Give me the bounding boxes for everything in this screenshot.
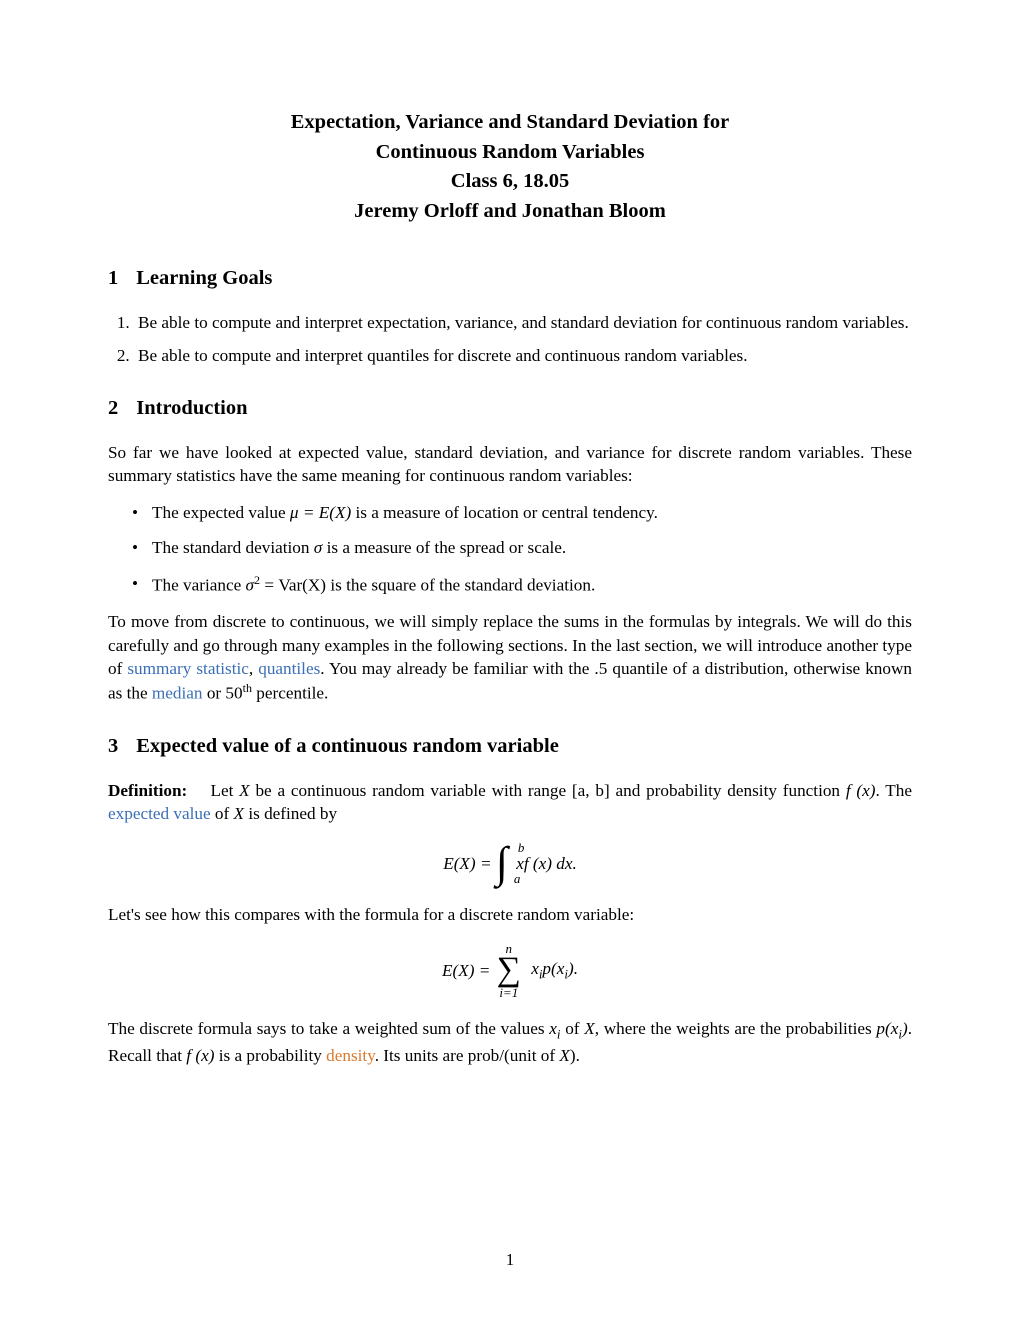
title-line-4: Jeremy Orloff and Jonathan Bloom (108, 197, 912, 227)
bullet-2: The standard deviation σ is a measure of… (152, 536, 912, 559)
final-pxi: p(x (876, 1019, 898, 1038)
eq-lhs-ex2: E(X) = (442, 959, 490, 982)
definition-para: Definition: Let X be a continuous random… (108, 779, 912, 825)
title-line-1: Expectation, Variance and Standard Devia… (108, 108, 912, 138)
defn-X1: X (239, 781, 250, 800)
section-2-number: 2 (108, 395, 118, 423)
summation-equation: E(X) = n ∑ i=1 xip(xi). (108, 942, 912, 999)
summand-x: x (531, 959, 539, 978)
section-2-heading: 2 Introduction (108, 395, 912, 423)
bullet-2-math: σ (314, 538, 322, 557)
defn-d: . The (876, 781, 913, 800)
intro-bullets: The expected value μ = E(X) is a measure… (108, 501, 912, 596)
section-3-name: Expected value of a continuous random va… (136, 735, 559, 757)
sum-lower: i=1 (497, 986, 521, 999)
defn-e: of (211, 804, 234, 823)
defn-fx: f (x) (846, 781, 876, 800)
section-2-name: Introduction (136, 397, 247, 419)
page-number: 1 (0, 1249, 1020, 1272)
intro-p2-e: percentile. (252, 684, 328, 703)
final-g: ). (570, 1046, 580, 1065)
bullet-3-vareq: = Var(X) (260, 575, 326, 594)
final-c: , where the weights are the probabilitie… (595, 1019, 877, 1038)
title-line-2: Continuous Random Variables (108, 138, 912, 168)
bullet-3-text-a: The variance (152, 575, 246, 594)
goal-1: Be able to compute and interpret expecta… (134, 311, 912, 334)
defn-X2: X (234, 804, 245, 823)
intro-p2-th: th (243, 681, 252, 695)
integral-symbol: ∫ b a (496, 841, 508, 885)
summand-end: ). (568, 959, 578, 978)
page-container: Expectation, Variance and Standard Devia… (0, 0, 1020, 1320)
defn-c: and probability density function (610, 781, 846, 800)
compare-para: Let's see how this compares with the for… (108, 903, 912, 926)
link-quantiles[interactable]: quantiles (258, 659, 320, 678)
integral-sign-glyph: ∫ (496, 841, 508, 885)
goal-2: Be able to compute and interpret quantil… (134, 344, 912, 367)
bullet-2-text-b: is a measure of the spread or scale. (322, 538, 566, 557)
integral-lower: a (514, 870, 521, 888)
final-e: is a probability (214, 1046, 326, 1065)
bullet-1-text-a: The expected value (152, 503, 290, 522)
bullet-1-text-b: is a measure of location or central tend… (351, 503, 658, 522)
final-para: The discrete formula says to take a weig… (108, 1017, 912, 1067)
intro-p2-b: , (249, 659, 258, 678)
bullet-3-sigma: σ (246, 575, 254, 594)
intro-p2-d: or 50 (203, 684, 243, 703)
defn-f: is defined by (244, 804, 337, 823)
link-median[interactable]: median (152, 684, 203, 703)
defn-ab: [a, b] (572, 781, 610, 800)
final-f: . Its units are prob/(unit of (375, 1046, 560, 1065)
link-expected-value[interactable]: expected value (108, 804, 211, 823)
defn-b: be a continuous random variable with ran… (250, 781, 572, 800)
link-density[interactable]: density (326, 1046, 375, 1065)
summand-wrap: xip(xi). (531, 957, 578, 984)
intro-para-1: So far we have looked at expected value,… (108, 441, 912, 487)
bullet-3-text-b: is the square of the standard deviation. (326, 575, 595, 594)
bullet-1: The expected value μ = E(X) is a measure… (152, 501, 912, 524)
integral-upper: b (518, 839, 525, 857)
title-line-3: Class 6, 18.05 (108, 167, 912, 197)
eq-lhs-ex: E(X) = (443, 852, 491, 875)
bullet-3: The variance σ2 = Var(X) is the square o… (152, 572, 912, 597)
final-xi: x (549, 1019, 557, 1038)
learning-goals-list: Be able to compute and interpret expecta… (108, 311, 912, 367)
final-X1: X (584, 1019, 595, 1038)
final-fx: f (x) (186, 1046, 214, 1065)
integral-equation: E(X) = ∫ b a xf (x) dx. (108, 841, 912, 885)
bullet-1-math: μ = E(X) (290, 503, 351, 522)
section-3-heading: 3 Expected value of a continuous random v… (108, 733, 912, 761)
bullet-2-text-a: The standard deviation (152, 538, 314, 557)
sum-sign-glyph: ∑ (497, 955, 521, 986)
final-X2: X (559, 1046, 570, 1065)
definition-label: Definition: (108, 781, 187, 800)
integrand: xf (x) dx. (516, 852, 577, 875)
section-3-number: 3 (108, 733, 118, 761)
intro-para-2: To move from discrete to continuous, we … (108, 610, 912, 705)
summation-symbol: n ∑ i=1 (497, 942, 521, 999)
section-1-number: 1 (108, 265, 118, 293)
final-a: The discrete formula says to take a weig… (108, 1019, 549, 1038)
section-1-name: Learning Goals (136, 267, 272, 289)
defn-a: Let (210, 781, 239, 800)
summand-px: p(x (542, 959, 564, 978)
final-b: of (561, 1019, 585, 1038)
title-block: Expectation, Variance and Standard Devia… (108, 108, 912, 227)
section-1-heading: 1 Learning Goals (108, 265, 912, 293)
link-summary-statistic[interactable]: summary statistic (127, 659, 249, 678)
